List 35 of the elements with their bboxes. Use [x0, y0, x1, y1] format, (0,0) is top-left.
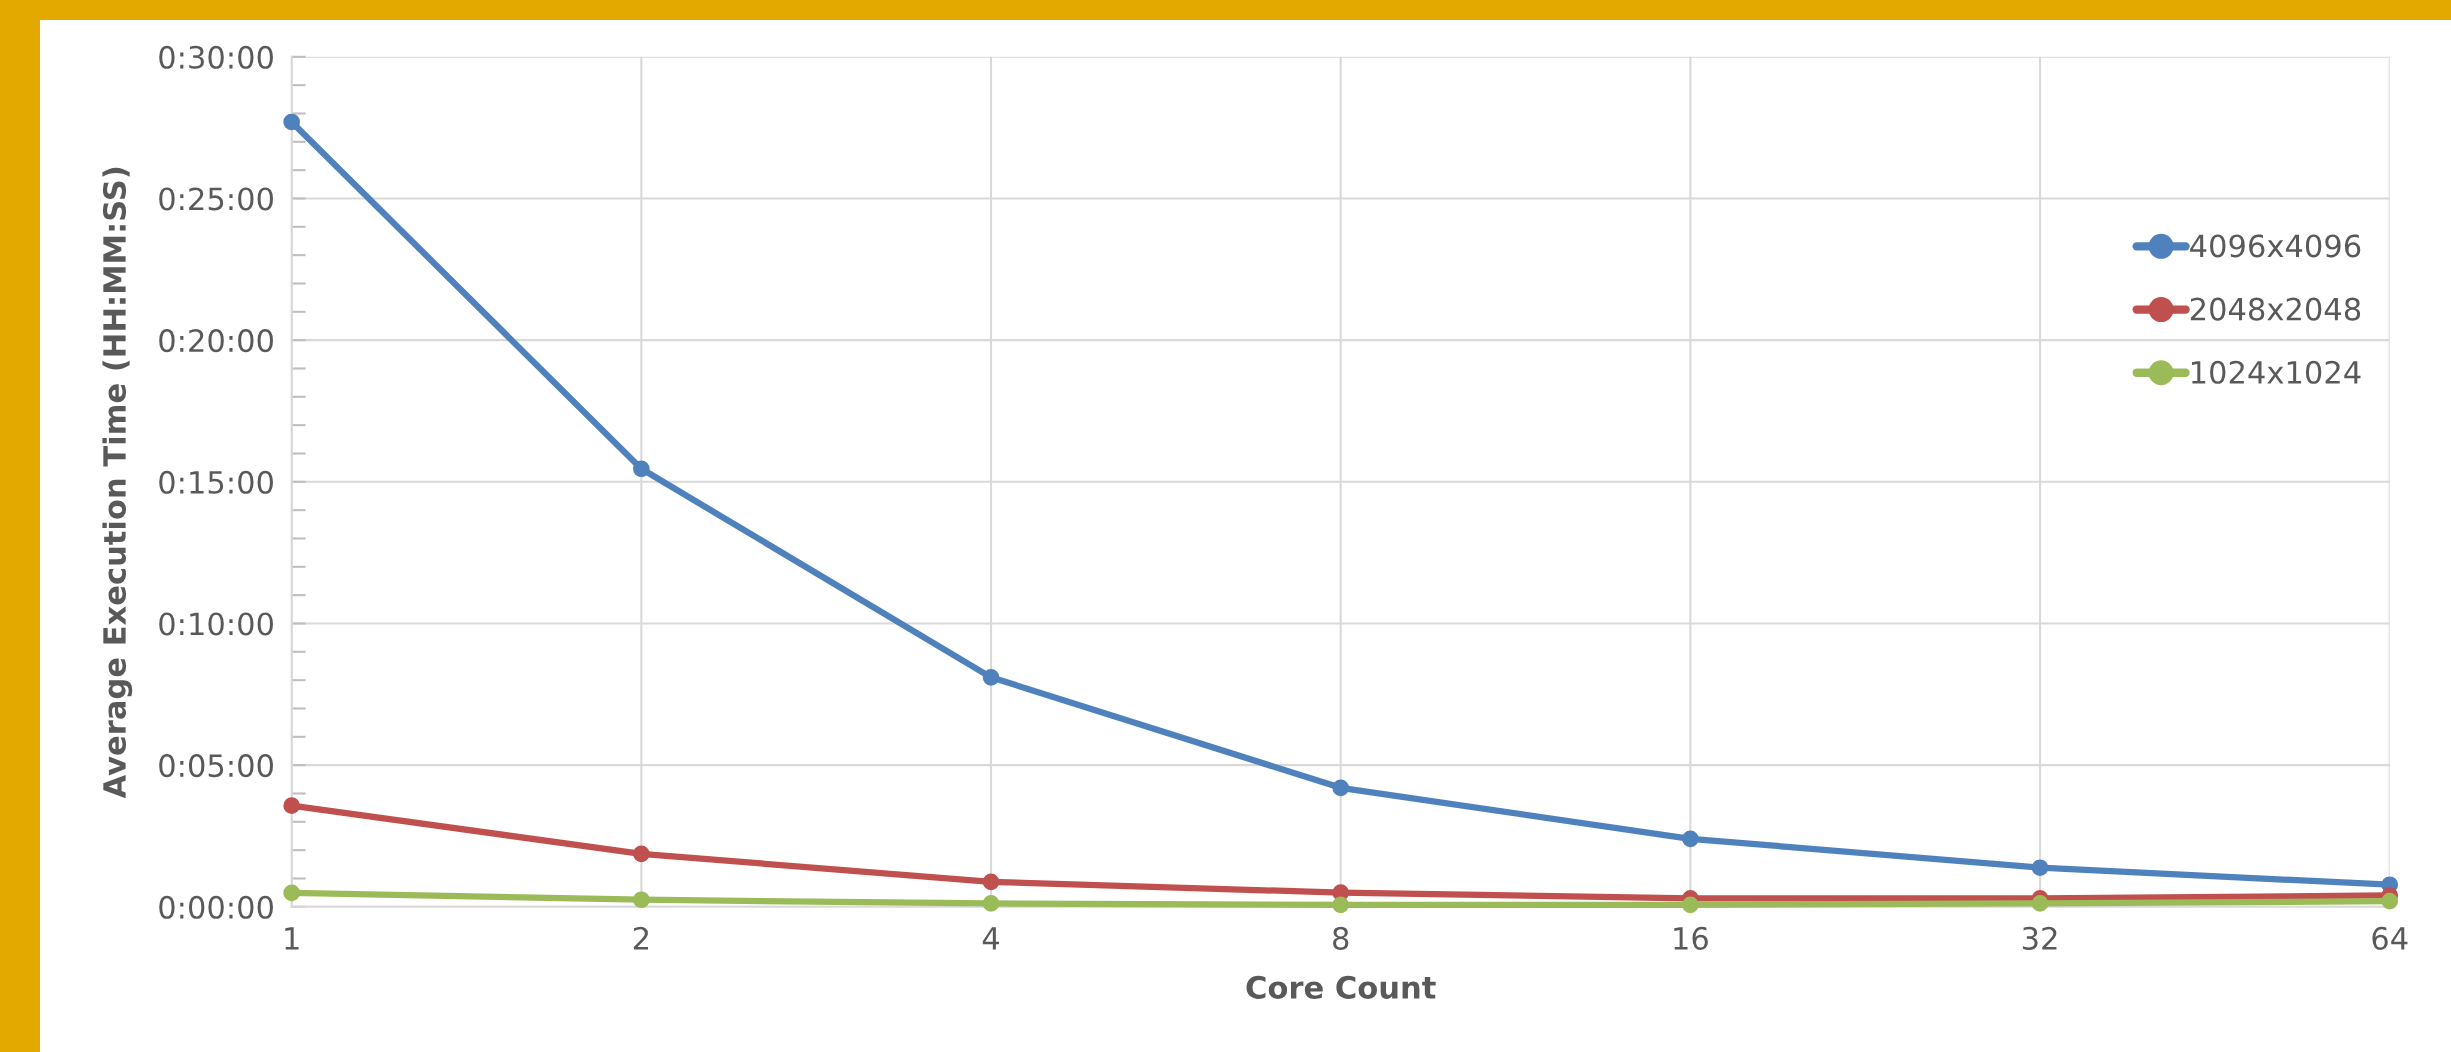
y-tick-label: 0:20:00: [159, 329, 273, 353]
point: [982, 668, 1000, 686]
point: [283, 797, 301, 815]
point: [1682, 896, 1699, 914]
y-tick-label: 0:00:00: [159, 895, 273, 919]
point: [2381, 892, 2399, 910]
point: [1332, 779, 1350, 797]
point: [1332, 896, 1350, 914]
legend-label: 1024x1024: [2191, 360, 2361, 384]
y-tick-label: 0:05:00: [159, 754, 273, 778]
x-tick-label: 8: [1333, 926, 1349, 950]
point: [982, 873, 1000, 891]
point: [633, 891, 650, 909]
x-axis-title: Core Count: [1246, 975, 1436, 999]
x-tick-label: 1: [285, 927, 299, 950]
point: [633, 845, 650, 863]
y-tick-label: 0:10:00: [159, 612, 273, 636]
point: [2031, 895, 2049, 912]
point: [633, 460, 650, 478]
x-tick-label: 64: [2372, 926, 2408, 950]
point: [982, 895, 1000, 912]
legend-label: 4096x4096: [2190, 234, 2361, 258]
point: [1682, 830, 1699, 848]
y-tick-label: 0:15:00: [159, 470, 273, 494]
point: [283, 884, 301, 902]
y-tick-label: 0:25:00: [159, 187, 273, 211]
x-tick-label: 16: [1674, 926, 1708, 950]
point: [2031, 859, 2049, 877]
x-tick-label: 4: [982, 927, 1000, 950]
x-tick-label: 2: [633, 926, 649, 950]
y-tick-label: 0:30:00: [159, 45, 273, 69]
x-tick-label: 32: [2022, 926, 2057, 950]
legend-label: 2048x2048: [2190, 297, 2361, 321]
y-axis-title: Average Execution Time (HH:MM:SS): [102, 167, 133, 799]
point: [283, 113, 301, 131]
